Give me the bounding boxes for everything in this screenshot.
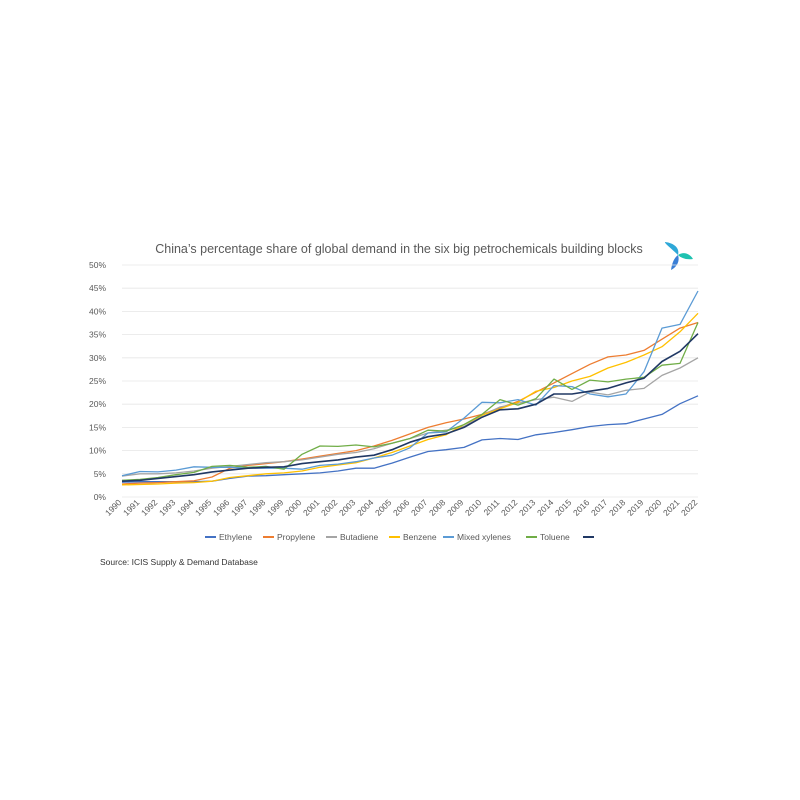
- series-line-benzene: [121, 312, 699, 486]
- legend-label-toluene: Toluene: [540, 532, 570, 542]
- y-tick-label: 25%: [89, 376, 106, 386]
- x-tick-label: 2012: [499, 497, 520, 518]
- y-tick-label: 35%: [89, 330, 106, 340]
- x-tick-label: 2021: [661, 497, 682, 518]
- source-note: Source: ICIS Supply & Demand Database: [100, 557, 258, 567]
- x-tick-label: 1999: [265, 497, 286, 518]
- y-tick-label: 50%: [89, 260, 106, 270]
- x-tick-label: 2002: [319, 497, 340, 518]
- legend-label-butadiene: Butadiene: [340, 532, 379, 542]
- x-tick-label: 2020: [643, 497, 664, 518]
- y-tick-label: 5%: [94, 469, 107, 479]
- x-tick-label: 2019: [625, 497, 646, 518]
- legend-label-propylene: Propylene: [277, 532, 316, 542]
- legend: Ethylene Propylene Butadiene Benzene Mixed x…: [205, 532, 594, 542]
- x-tick-label: 2016: [571, 497, 592, 518]
- y-tick-label: 15%: [89, 422, 106, 432]
- brand-logo: [664, 242, 693, 270]
- x-tick-label: 2015: [553, 497, 574, 518]
- chart-title: China’s percentage share of global deman…: [155, 242, 643, 256]
- x-tick-label: 1993: [157, 497, 178, 518]
- x-tick-label: 2017: [589, 497, 610, 518]
- x-tick-label: 1998: [247, 497, 268, 518]
- x-tick-label: 2014: [535, 497, 556, 518]
- x-tick-label: 2011: [481, 497, 501, 517]
- logo-petal-right: [678, 253, 693, 260]
- x-tick-label: 2004: [355, 497, 376, 518]
- x-tick-label: 2003: [337, 497, 358, 518]
- x-tick-label: 1995: [193, 497, 214, 518]
- y-tick-label: 20%: [89, 399, 106, 409]
- x-tick-label: 1997: [229, 497, 250, 518]
- series-line-butadiene: [121, 357, 699, 477]
- legend-label-mixed-xylenes: Mixed xylenes: [457, 532, 511, 542]
- y-tick-label: 0%: [94, 492, 107, 502]
- x-axis-ticks: 1990199119921993199419951996199719981999…: [103, 497, 700, 518]
- x-tick-label: 2000: [283, 497, 304, 518]
- x-tick-label: 2006: [391, 497, 412, 518]
- y-tick-label: 10%: [89, 446, 106, 456]
- x-tick-label: 2001: [301, 497, 322, 518]
- x-tick-label: 2022: [679, 497, 700, 518]
- x-tick-label: 2018: [607, 497, 628, 518]
- legend-label-ethylene: Ethylene: [219, 532, 252, 542]
- x-tick-label: 1994: [175, 497, 196, 518]
- x-tick-label: 2008: [427, 497, 448, 518]
- y-tick-label: 30%: [89, 353, 106, 363]
- series-line-mixed-xylenes: [121, 290, 699, 477]
- y-axis-ticks: 0% 5% 10% 15% 20% 25% 30% 35% 40% 45% 50%: [89, 260, 106, 502]
- series-line-series-7: [121, 333, 699, 482]
- x-tick-label: 2010: [463, 497, 484, 518]
- y-tick-label: 45%: [89, 283, 106, 293]
- x-tick-label: 2013: [517, 497, 538, 518]
- x-tick-label: 2005: [373, 497, 394, 518]
- logo-petal-top: [664, 242, 679, 255]
- x-tick-label: 2009: [445, 497, 466, 518]
- series-lines: [121, 290, 699, 486]
- x-tick-label: 1996: [211, 497, 232, 518]
- legend-label-benzene: Benzene: [403, 532, 437, 542]
- series-line-propylene: [121, 321, 699, 485]
- x-tick-label: 1991: [121, 497, 142, 518]
- x-tick-label: 2007: [409, 497, 430, 518]
- x-tick-label: 1992: [139, 497, 160, 518]
- series-line-toluene: [121, 322, 699, 481]
- y-tick-label: 40%: [89, 306, 106, 316]
- logo-petal-bottom: [671, 255, 679, 270]
- x-tick-label: 1990: [103, 497, 124, 518]
